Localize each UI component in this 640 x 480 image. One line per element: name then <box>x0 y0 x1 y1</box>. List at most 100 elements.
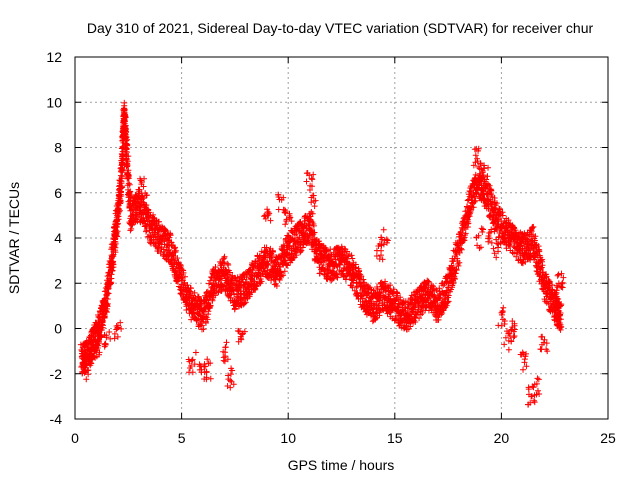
data-point <box>179 267 186 274</box>
data-point <box>119 157 126 164</box>
data-point <box>153 222 160 229</box>
data-point <box>177 263 184 270</box>
y-tick-label: -2 <box>50 366 63 382</box>
data-point <box>119 166 126 173</box>
x-tick-label: 10 <box>280 430 296 446</box>
data-point <box>143 228 150 235</box>
data-point <box>174 278 181 285</box>
x-tick-label: 25 <box>600 430 616 446</box>
data-point <box>125 153 132 160</box>
data-point <box>126 181 133 188</box>
data-point <box>156 240 163 247</box>
data-point <box>118 178 125 185</box>
data-point <box>145 206 152 213</box>
data-point <box>114 228 121 235</box>
data-point <box>212 292 219 299</box>
data-point <box>115 213 122 220</box>
data-point <box>104 300 111 307</box>
data-layer <box>77 99 567 408</box>
data-point <box>119 184 126 191</box>
data-point <box>194 317 201 324</box>
data-point <box>104 289 111 296</box>
data-point <box>117 197 124 204</box>
data-point <box>217 277 224 284</box>
data-point <box>184 282 191 289</box>
grid-layer <box>75 57 608 419</box>
data-point <box>113 233 120 240</box>
data-point <box>127 227 134 234</box>
data-point <box>139 194 146 201</box>
data-point <box>125 180 132 187</box>
y-axis-label: SDTVAR / TECUs <box>6 182 22 294</box>
data-point <box>121 99 128 106</box>
data-point <box>176 270 183 277</box>
data-point <box>136 186 143 193</box>
data-point <box>134 199 141 206</box>
data-point <box>173 269 180 276</box>
data-point <box>150 214 157 221</box>
data-point <box>145 209 152 216</box>
data-point <box>122 114 129 121</box>
data-point <box>177 261 184 268</box>
data-point <box>114 220 121 227</box>
data-point <box>201 306 208 313</box>
data-point <box>202 319 209 326</box>
data-point <box>200 326 207 333</box>
data-point <box>202 313 209 320</box>
data-point <box>150 211 157 218</box>
data-point <box>170 252 177 259</box>
y-tick-label: 6 <box>54 185 62 201</box>
data-point <box>205 280 212 287</box>
data-point <box>193 317 200 324</box>
data-point <box>204 316 211 323</box>
data-point <box>221 253 228 260</box>
data-point <box>170 263 177 270</box>
data-point <box>197 312 204 319</box>
data-point <box>116 208 123 215</box>
data-point <box>110 258 117 265</box>
data-point <box>172 247 179 254</box>
data-point <box>113 224 120 231</box>
data-point <box>116 207 123 214</box>
y-tick-label: -4 <box>50 411 63 427</box>
data-point <box>162 227 169 234</box>
data-point <box>198 322 205 329</box>
data-point <box>188 316 195 323</box>
data-point <box>99 324 106 331</box>
data-point <box>99 318 106 325</box>
y-tick-label: 0 <box>54 321 62 337</box>
data-point <box>191 289 198 296</box>
data-point <box>133 204 140 211</box>
data-point <box>180 269 187 276</box>
data-point <box>190 309 197 316</box>
data-point <box>207 302 214 309</box>
data-point <box>109 267 116 274</box>
data-point <box>123 149 130 156</box>
data-point <box>121 117 128 124</box>
data-point <box>125 171 132 178</box>
data-point <box>128 225 135 232</box>
data-point <box>114 233 121 240</box>
data-point <box>187 285 194 292</box>
data-point <box>108 271 115 278</box>
x-axis-label: GPS time / hours <box>288 457 395 473</box>
data-point <box>174 255 181 262</box>
y-tick-label: 4 <box>54 230 62 246</box>
data-point <box>140 195 147 202</box>
data-point <box>221 259 228 266</box>
data-point <box>209 297 216 304</box>
x-tick-label: 15 <box>387 430 403 446</box>
data-point <box>101 314 108 321</box>
y-tick-label: 10 <box>46 94 62 110</box>
data-point <box>156 218 163 225</box>
y-tick-label: 12 <box>46 49 62 65</box>
data-point <box>167 232 174 239</box>
x-tick-label: 5 <box>178 430 186 446</box>
x-tick-label: 20 <box>494 430 510 446</box>
data-point <box>125 175 132 182</box>
x-tick-label: 0 <box>71 430 79 446</box>
data-point <box>124 142 131 149</box>
data-point <box>205 308 212 315</box>
